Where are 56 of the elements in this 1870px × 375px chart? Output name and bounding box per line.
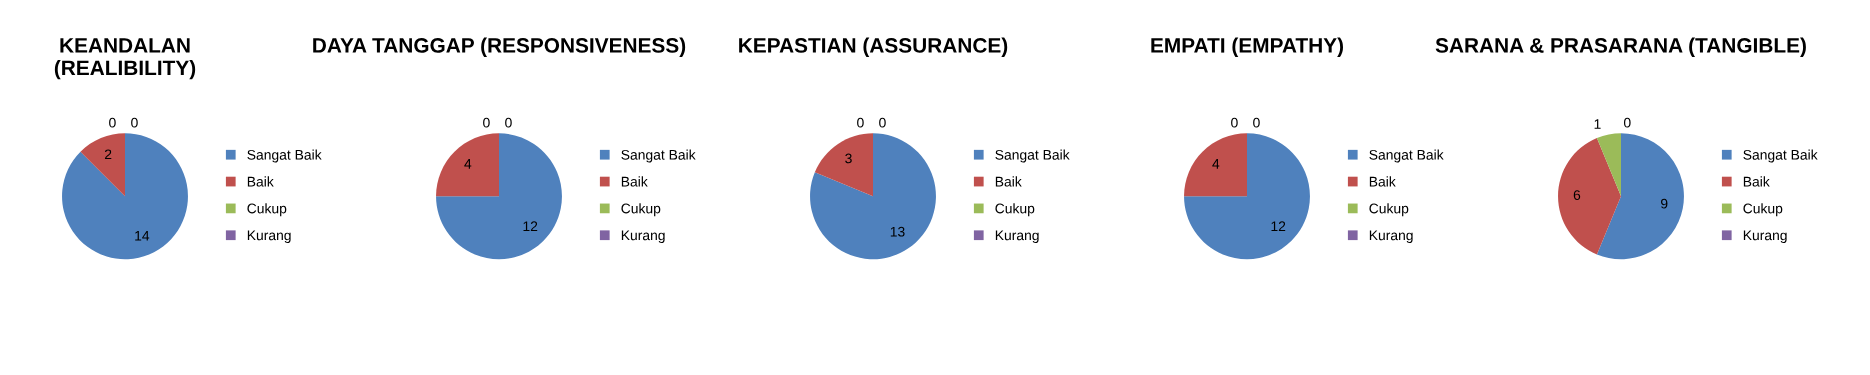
legend-label: Baik: [1369, 176, 1396, 187]
legend-label: Baik: [1743, 176, 1770, 187]
pie-slice: [436, 133, 499, 197]
pie-slice: [810, 133, 936, 260]
legend-label: Sangat Baik: [247, 149, 322, 163]
legend-label: Sangat Baik: [621, 149, 696, 163]
text: 0: [1253, 117, 1260, 128]
chart-title: DAYA TANGGAP (RESPONSIVENESS): [313, 37, 686, 57]
legend-label: Sangat Baik: [1369, 149, 1444, 163]
text: 0: [1623, 117, 1631, 128]
pie-slice: [1184, 133, 1247, 197]
data-label: 3: [845, 153, 852, 164]
text: 0: [505, 117, 512, 128]
pie-slice: [814, 133, 873, 197]
data-label: 12: [1271, 221, 1286, 232]
legend-label: Baik: [247, 176, 274, 187]
data-label: 9: [1661, 198, 1668, 209]
chart-title: EMPATI (EMPATHY): [1151, 37, 1343, 57]
legend-label: Sangat Baik: [1743, 149, 1818, 163]
legend-label: Kurang: [995, 230, 1039, 243]
legend-label: Cukup: [995, 203, 1035, 217]
pie-slice: [436, 133, 562, 260]
legend-label: Kurang: [1369, 230, 1413, 243]
chart-title: KEPASTIAN (ASSURANCE): [739, 37, 1008, 57]
legend-label: Kurang: [1743, 230, 1787, 243]
pie-slice: [1596, 133, 1621, 197]
text: 0: [109, 117, 116, 128]
chart-title: KEANDALAN (REALIBILITY): [54, 38, 196, 80]
text: 0: [131, 117, 138, 128]
legend-label: Cukup: [1369, 203, 1409, 217]
pie-slice: [1558, 138, 1621, 255]
legend-label: Cukup: [621, 203, 661, 217]
pie-slice: [1596, 133, 1684, 260]
legend-label: Baik: [995, 176, 1022, 187]
data-label: 14: [135, 231, 150, 241]
chart-title: SARANA & PRASARANA (TANGIBLE): [1435, 37, 1806, 57]
legend-label: Sangat Baik: [995, 149, 1070, 163]
data-label: 4: [464, 159, 472, 169]
pie-slice: [80, 133, 125, 197]
data-label: 1: [1594, 119, 1601, 129]
text: 0: [483, 117, 490, 128]
data-label: 13: [890, 226, 905, 237]
text: 0: [857, 117, 864, 128]
text: 0: [1231, 117, 1238, 128]
legend-label: Cukup: [247, 203, 287, 217]
data-label: 12: [523, 221, 538, 232]
legend-label: Baik: [621, 176, 648, 187]
legend-label: Kurang: [247, 230, 291, 243]
pie-slice: [1184, 133, 1310, 260]
text: 0: [879, 117, 886, 128]
data-label: 4: [1212, 159, 1220, 169]
data-label: 2: [104, 149, 112, 160]
pie-slice: [62, 133, 188, 260]
legend-label: Kurang: [621, 230, 665, 243]
data-label: 6: [1573, 190, 1581, 200]
legend-label: Cukup: [1743, 203, 1783, 217]
